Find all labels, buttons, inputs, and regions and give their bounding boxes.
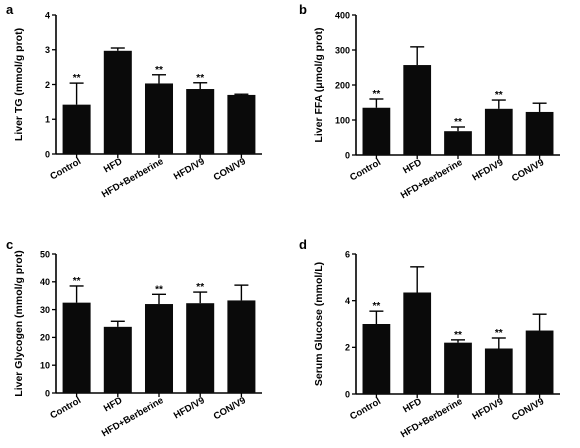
x-category-label: HFD — [102, 395, 125, 414]
y-tick-label: 3 — [45, 45, 50, 55]
significance-label: ** — [73, 73, 81, 84]
significance-label: ** — [454, 117, 462, 128]
y-tick-label: 400 — [335, 10, 350, 20]
bar-hfd-berberine — [144, 83, 174, 154]
y-tick-label: 0 — [345, 150, 350, 160]
bar-hfd-v9 — [186, 89, 215, 154]
bar-control — [362, 324, 391, 394]
bar-hfd-berberine — [444, 342, 472, 394]
y-tick-label: 0 — [345, 389, 350, 399]
bar-hfd — [403, 65, 432, 155]
y-tick-label: 30 — [40, 305, 50, 315]
y-tick-label: 40 — [40, 277, 50, 287]
y-axis-title: Liver FFA (μmol/g prot) — [313, 27, 325, 142]
panel-d: d Serum Glucose (mmol/L) 0 2 4 6 ** Control HFD *… — [299, 237, 560, 440]
bar-hfd-berberine — [444, 131, 472, 155]
x-category-label: Control — [48, 156, 83, 182]
bar-con-v9 — [525, 111, 554, 155]
y-tick-label: 6 — [345, 249, 350, 259]
y-tick-label: 20 — [40, 333, 50, 343]
significance-label: ** — [196, 282, 204, 293]
y-tick-label: 200 — [335, 80, 350, 90]
bar-con-v9 — [525, 330, 554, 394]
x-category-label: Control — [348, 157, 383, 183]
x-category-label: Control — [348, 396, 383, 422]
y-tick-label: 4 — [45, 10, 50, 20]
bar-control — [62, 104, 91, 154]
bar-hfd-berberine — [144, 304, 174, 393]
significance-label: ** — [155, 65, 163, 76]
y-axis-title: Liver Glycogen (mmol/g prot) — [13, 250, 25, 396]
bar-con-v9 — [227, 300, 256, 393]
significance-label: ** — [155, 284, 163, 295]
bar-hfd-v9 — [186, 303, 215, 393]
y-axis-title: Serum Glucose (mmol/L) — [313, 262, 325, 386]
x-category-label: HFD/V9 — [172, 395, 207, 421]
significance-label: ** — [373, 89, 381, 100]
bar-hfd — [103, 50, 132, 155]
significance-label: ** — [454, 330, 462, 341]
significance-label: ** — [495, 90, 503, 101]
bar-control — [362, 107, 391, 155]
x-category-label: HFD — [401, 396, 424, 415]
x-category-label: CON/V9 — [212, 156, 248, 183]
y-tick-label: 50 — [40, 249, 50, 259]
y-tick-label: 0 — [45, 149, 50, 159]
panel-letter: c — [6, 237, 13, 252]
y-tick-label: 2 — [345, 343, 350, 353]
x-category-label: CON/V9 — [212, 395, 248, 422]
x-category-label: HFD — [401, 157, 424, 176]
x-category-label: HFD/V9 — [471, 157, 506, 183]
significance-label: ** — [495, 328, 503, 339]
y-tick-label: 300 — [335, 45, 350, 55]
panel-b: b Liver FFA (μmol/g prot) 0 100 200 300 400 ** C… — [299, 2, 560, 201]
x-category-label: HFD — [102, 156, 125, 175]
y-tick-label: 0 — [45, 388, 50, 398]
x-category-label: HFD/V9 — [172, 156, 207, 182]
x-category-label: CON/V9 — [510, 396, 546, 423]
y-tick-label: 2 — [45, 80, 50, 90]
y-tick-label: 10 — [40, 361, 50, 371]
bar-hfd — [403, 292, 432, 394]
y-tick-label: 100 — [335, 115, 350, 125]
bar-control — [62, 302, 91, 393]
panel-letter: a — [6, 2, 14, 17]
bar-con-v9 — [227, 94, 256, 154]
panel-letter: b — [299, 2, 307, 17]
y-tick-label: 1 — [45, 115, 50, 125]
bar-hfd — [103, 326, 132, 393]
significance-label: ** — [373, 301, 381, 312]
bar-hfd-v9 — [484, 108, 513, 155]
bar-hfd-v9 — [484, 348, 513, 394]
y-axis-title: Liver TG (mmol/g prot) — [13, 28, 25, 141]
x-category-label: Control — [48, 395, 83, 421]
x-category-label: HFD/V9 — [471, 396, 506, 422]
panel-letter: d — [299, 237, 307, 252]
x-category-label: CON/V9 — [510, 157, 546, 184]
significance-label: ** — [73, 276, 81, 287]
panel-a: a Liver TG (mmol/g prot) 0 1 2 3 4 ** Control HFD… — [6, 2, 262, 200]
y-tick-label: 4 — [345, 296, 350, 306]
significance-label: ** — [196, 73, 204, 84]
